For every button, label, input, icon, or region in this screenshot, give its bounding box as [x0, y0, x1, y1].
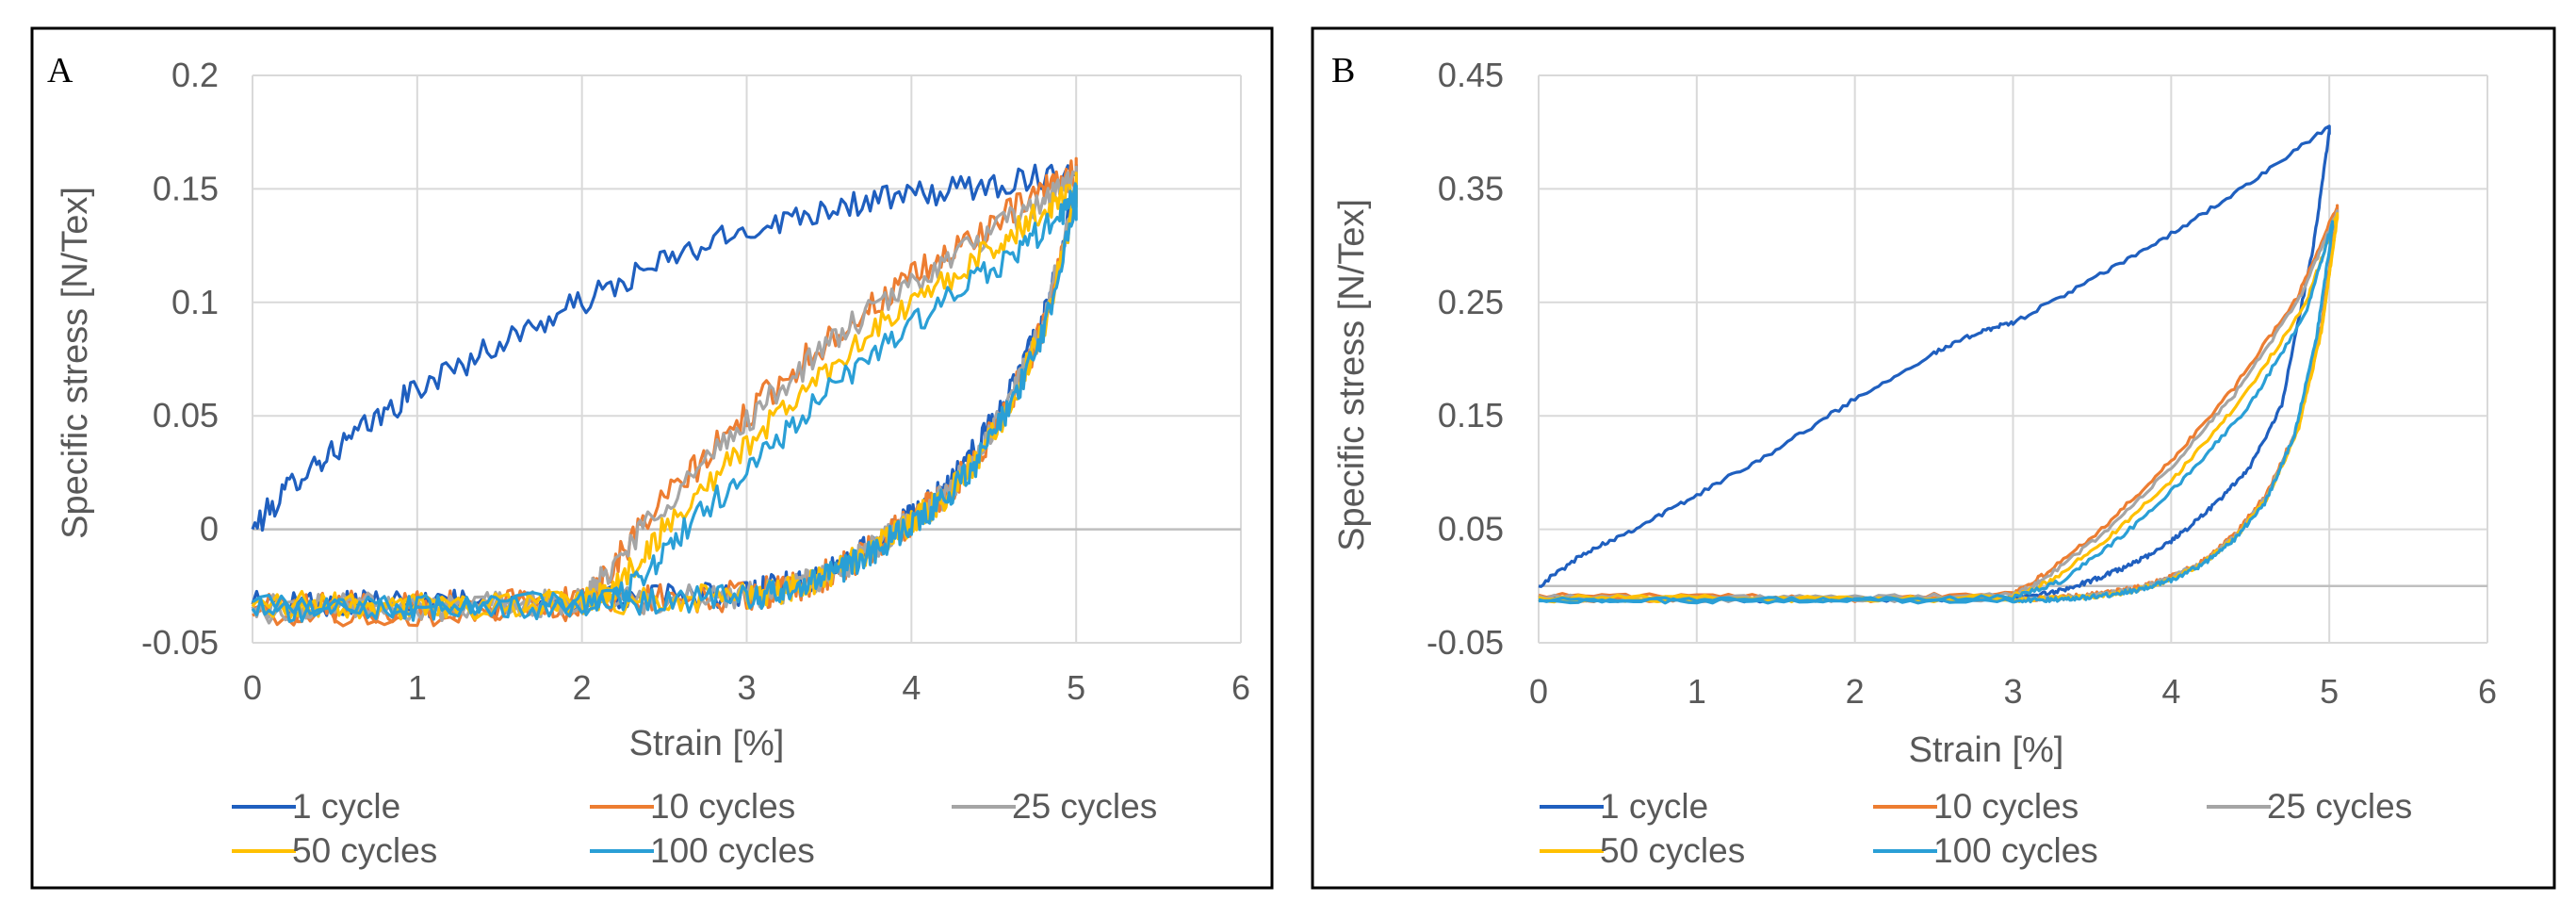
- panel-b-legend-label: 25 cycles: [2267, 787, 2412, 826]
- panel-b-legend-label: 100 cycles: [1933, 831, 2098, 870]
- panel-b-legend-label: 1 cycle: [1600, 787, 1708, 826]
- panel-a: A -0.05 0 0.05 0.1 0.15 0.2 0 1 2 3 4 5 6 Strain [%]…: [30, 26, 1274, 890]
- panel-b-y-axis-title: Specific stress [N/Tex]: [1332, 199, 1372, 551]
- panel-b-y-tick-label: 0.35: [1438, 169, 1504, 207]
- panel-a-y-tick-label: -0.05: [141, 623, 219, 662]
- panel-a-legend-label: 10 cycles: [650, 787, 795, 826]
- panel-b-y-tick-label: -0.05: [1427, 623, 1504, 662]
- panel-a-letter: A: [47, 51, 73, 90]
- panel-a-x-tick-label: 0: [243, 668, 262, 707]
- panel-b-y-tick-label: 0.45: [1438, 56, 1504, 94]
- panel-a-y-tick-label: 0.15: [153, 169, 219, 207]
- panel-a-frame: [30, 26, 1274, 890]
- panel-b-legend-label: 10 cycles: [1933, 787, 2079, 826]
- panel-a-series-line-100-cycles: [251, 182, 1078, 623]
- panel-b-frame: [1311, 26, 2556, 890]
- panel-b-x-tick-label: 5: [2320, 672, 2339, 711]
- panel-b-y-tick-label: 0.25: [1438, 283, 1504, 321]
- panel-b-x-tick-label: 2: [1846, 672, 1865, 711]
- panel-b-x-tick-label: 3: [2003, 672, 2022, 711]
- panel-a-legend: 1 cycle 10 cycles 25 cycles 50 cycles 100 cy…: [232, 787, 1157, 870]
- panel-a-x-tick-label: 5: [1067, 668, 1085, 707]
- panel-b-x-tick-label: 4: [2161, 672, 2180, 711]
- panel-b-legend-label: 50 cycles: [1600, 831, 1745, 870]
- panel-b-x-tick-label: 0: [1529, 672, 1548, 711]
- panel-a-ticks: -0.05 0 0.05 0.1 0.15 0.2 0 1 2 3 4 5 6: [141, 56, 1250, 707]
- panel-b-ticks: -0.05 0.05 0.15 0.25 0.35 0.45 0 1 2 3 4 5 6: [1427, 56, 2497, 711]
- panel-a-x-tick-label: 4: [902, 668, 921, 707]
- panel-b-x-tick-label: 6: [2478, 672, 2497, 711]
- panel-a-legend-label: 50 cycles: [292, 831, 437, 870]
- panel-a-x-tick-label: 3: [737, 668, 756, 707]
- panel-a-y-tick-label: 0.1: [171, 283, 219, 321]
- panel-b-series-line-100-cycles: [1538, 220, 2335, 605]
- panel-a-y-tick-label: 0.2: [171, 56, 219, 94]
- panel-a-x-axis-title: Strain [%]: [629, 724, 785, 763]
- panel-a-series: [251, 156, 1078, 628]
- panel-a-legend-label: 25 cycles: [1012, 787, 1157, 826]
- panel-a-legend-label: 1 cycle: [292, 787, 400, 826]
- panel-a-legend-label: 100 cycles: [650, 831, 815, 870]
- panel-b-x-tick-label: 1: [1687, 672, 1706, 711]
- panel-b-y-tick-label: 0.05: [1438, 510, 1504, 549]
- panel-a-y-axis-title: Specific stress [N/Tex]: [56, 187, 95, 539]
- panel-a-series-line-25-cycles: [251, 165, 1078, 625]
- panel-b-grid: [1538, 74, 2488, 644]
- panel-a-x-tick-label: 1: [408, 668, 427, 707]
- panel-a-y-tick-label: 0: [200, 510, 219, 549]
- panel-a-x-tick-label: 6: [1231, 668, 1250, 707]
- panel-b-legend: 1 cycle 10 cycles 25 cycles 50 cycles 100 cy…: [1540, 787, 2412, 870]
- panel-b-x-axis-title: Strain [%]: [1909, 730, 2064, 770]
- panel-b: B -0.05 0.05 0.15 0.25 0.35 0.45 0 1 2 3 4 5 6 Strai…: [1311, 26, 2556, 890]
- panel-a-x-tick-label: 2: [573, 668, 592, 707]
- panel-a-y-tick-label: 0.05: [153, 396, 219, 434]
- panel-b-y-tick-label: 0.15: [1438, 396, 1504, 434]
- panel-b-series: [1538, 124, 2340, 605]
- panel-b-letter: B: [1331, 51, 1355, 90]
